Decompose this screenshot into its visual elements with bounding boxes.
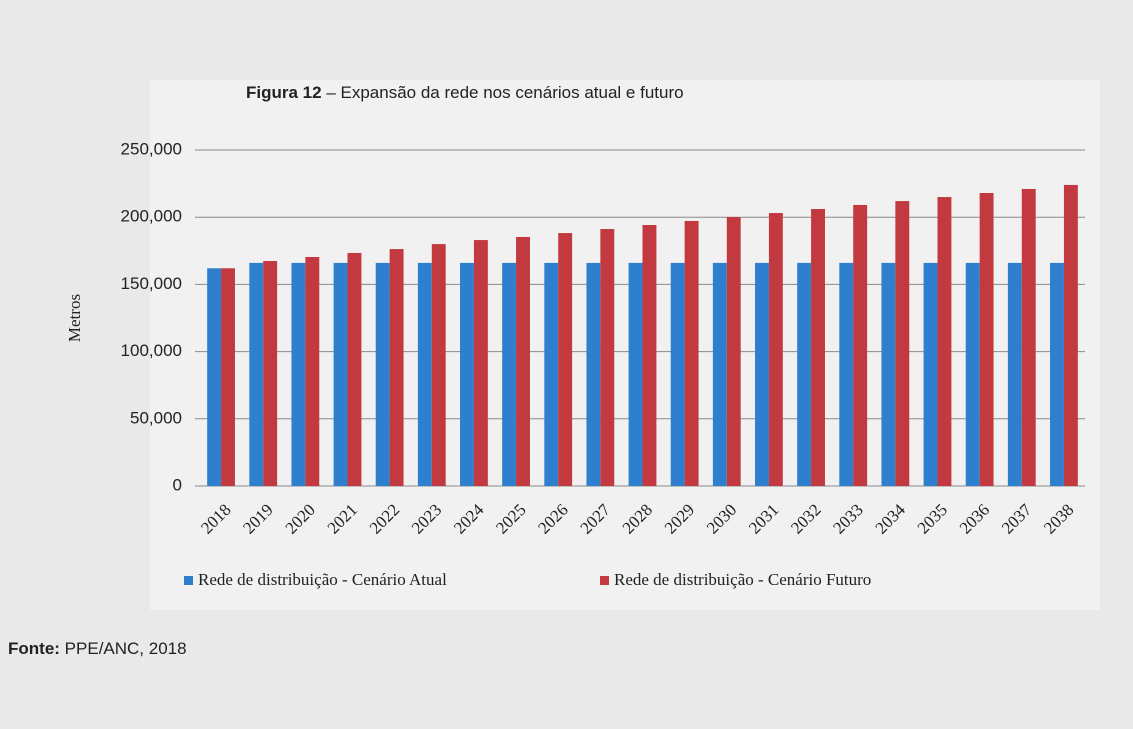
bar xyxy=(544,262,559,486)
y-tick-label: 100,000 xyxy=(121,341,182,360)
bar xyxy=(881,262,896,486)
bar xyxy=(249,262,264,486)
bar xyxy=(417,262,432,486)
y-tick-label: 50,000 xyxy=(130,408,182,427)
bar xyxy=(712,262,727,486)
bar xyxy=(207,268,222,486)
source-text: PPE/ANC, 2018 xyxy=(65,639,187,658)
bar xyxy=(263,261,278,486)
legend-swatch xyxy=(600,576,609,585)
bar xyxy=(797,262,812,486)
bar xyxy=(558,233,573,486)
bar xyxy=(389,249,404,486)
bar xyxy=(628,262,643,486)
legend-label: Rede de distribuição - Cenário Futuro xyxy=(614,570,871,589)
bar xyxy=(473,240,488,486)
bar xyxy=(586,262,601,486)
bar xyxy=(923,262,938,486)
bar xyxy=(965,262,980,486)
bar xyxy=(375,262,390,486)
bar xyxy=(600,229,615,486)
bar xyxy=(726,217,741,486)
y-tick-label: 0 xyxy=(173,475,182,494)
y-axis-label: Metros xyxy=(65,294,84,342)
legend-label: Rede de distribuição - Cenário Atual xyxy=(198,570,447,589)
bar xyxy=(460,262,474,486)
chart-title: Figura 12 – Expansão da rede nos cenário… xyxy=(246,83,684,102)
y-tick-label: 150,000 xyxy=(121,274,182,293)
bar xyxy=(755,262,769,486)
y-tick-label: 250,000 xyxy=(121,139,182,158)
bar xyxy=(1050,262,1064,486)
bar xyxy=(347,252,362,486)
bar xyxy=(642,224,657,487)
bar xyxy=(853,204,868,486)
bar xyxy=(431,244,446,486)
bar xyxy=(895,201,910,486)
bar xyxy=(516,236,530,486)
y-tick-label: 200,000 xyxy=(121,207,182,226)
bar xyxy=(811,209,825,487)
bar xyxy=(937,197,952,487)
source: Fonte: PPE/ANC, 2018 xyxy=(8,639,187,658)
bar xyxy=(305,256,320,486)
bar xyxy=(502,262,517,486)
figure-label: Figura 12 xyxy=(246,83,322,102)
bar xyxy=(839,262,854,486)
title-text: – Expansão da rede nos cenários atual e … xyxy=(326,83,683,102)
bar xyxy=(670,262,685,486)
bar xyxy=(1063,184,1078,486)
bar xyxy=(221,268,235,486)
bar xyxy=(1021,188,1036,486)
legend-swatch xyxy=(184,576,193,585)
source-label: Fonte: xyxy=(8,639,60,658)
bar xyxy=(684,220,699,486)
bar xyxy=(979,193,994,486)
bar xyxy=(1007,262,1022,486)
bar xyxy=(333,262,348,486)
bar xyxy=(768,213,783,486)
bar xyxy=(291,262,306,486)
